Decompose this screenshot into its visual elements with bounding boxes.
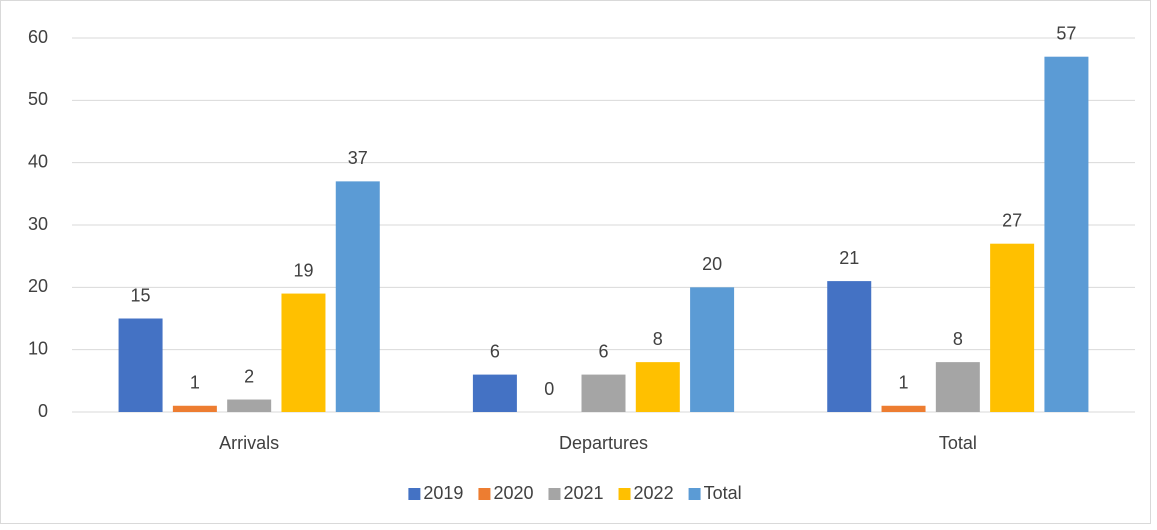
bar [227,399,272,412]
data-label: 6 [598,341,608,361]
bar [990,243,1035,412]
bar [281,293,326,412]
legend-swatch [478,488,491,500]
bar [335,181,380,412]
data-label: 20 [702,254,722,274]
data-label: 8 [953,329,963,349]
x-tick-label: Arrivals [219,433,279,453]
data-label: 37 [348,148,368,168]
data-label: 0 [544,379,554,399]
legend-label: 2021 [563,483,603,503]
bar [827,281,872,412]
data-label: 21 [839,248,859,268]
data-label: 19 [293,260,313,280]
legend-swatch [688,488,701,500]
y-tick-label: 20 [28,276,48,296]
x-tick-label: Departures [559,433,648,453]
y-tick-label: 60 [28,27,48,47]
bar [935,362,980,412]
y-tick-label: 10 [28,338,48,358]
data-label: 1 [899,373,909,393]
y-tick-label: 0 [38,401,48,421]
legend-swatch [408,488,421,500]
legend-label: 2020 [493,483,533,503]
legend-label: Total [704,483,742,503]
data-label: 1 [190,373,200,393]
bar [1044,56,1089,412]
data-label: 27 [1002,210,1022,230]
legend-swatch [548,488,561,500]
legend-swatch [618,488,631,500]
bar [581,374,626,412]
legend-label: 2022 [634,483,674,503]
bar [881,405,926,412]
bar [635,362,680,412]
bar [472,374,517,412]
legend-label: 2019 [423,483,463,503]
bar [172,405,217,412]
data-label: 2 [244,366,254,386]
y-tick-label: 30 [28,214,48,234]
y-tick-label: 50 [28,89,48,109]
bar [690,287,735,412]
x-tick-label: Total [939,433,977,453]
data-label: 15 [131,285,151,305]
y-tick-label: 40 [28,151,48,171]
bar [118,318,163,412]
data-label: 57 [1056,23,1076,43]
data-label: 6 [490,341,500,361]
data-label: 8 [653,329,663,349]
